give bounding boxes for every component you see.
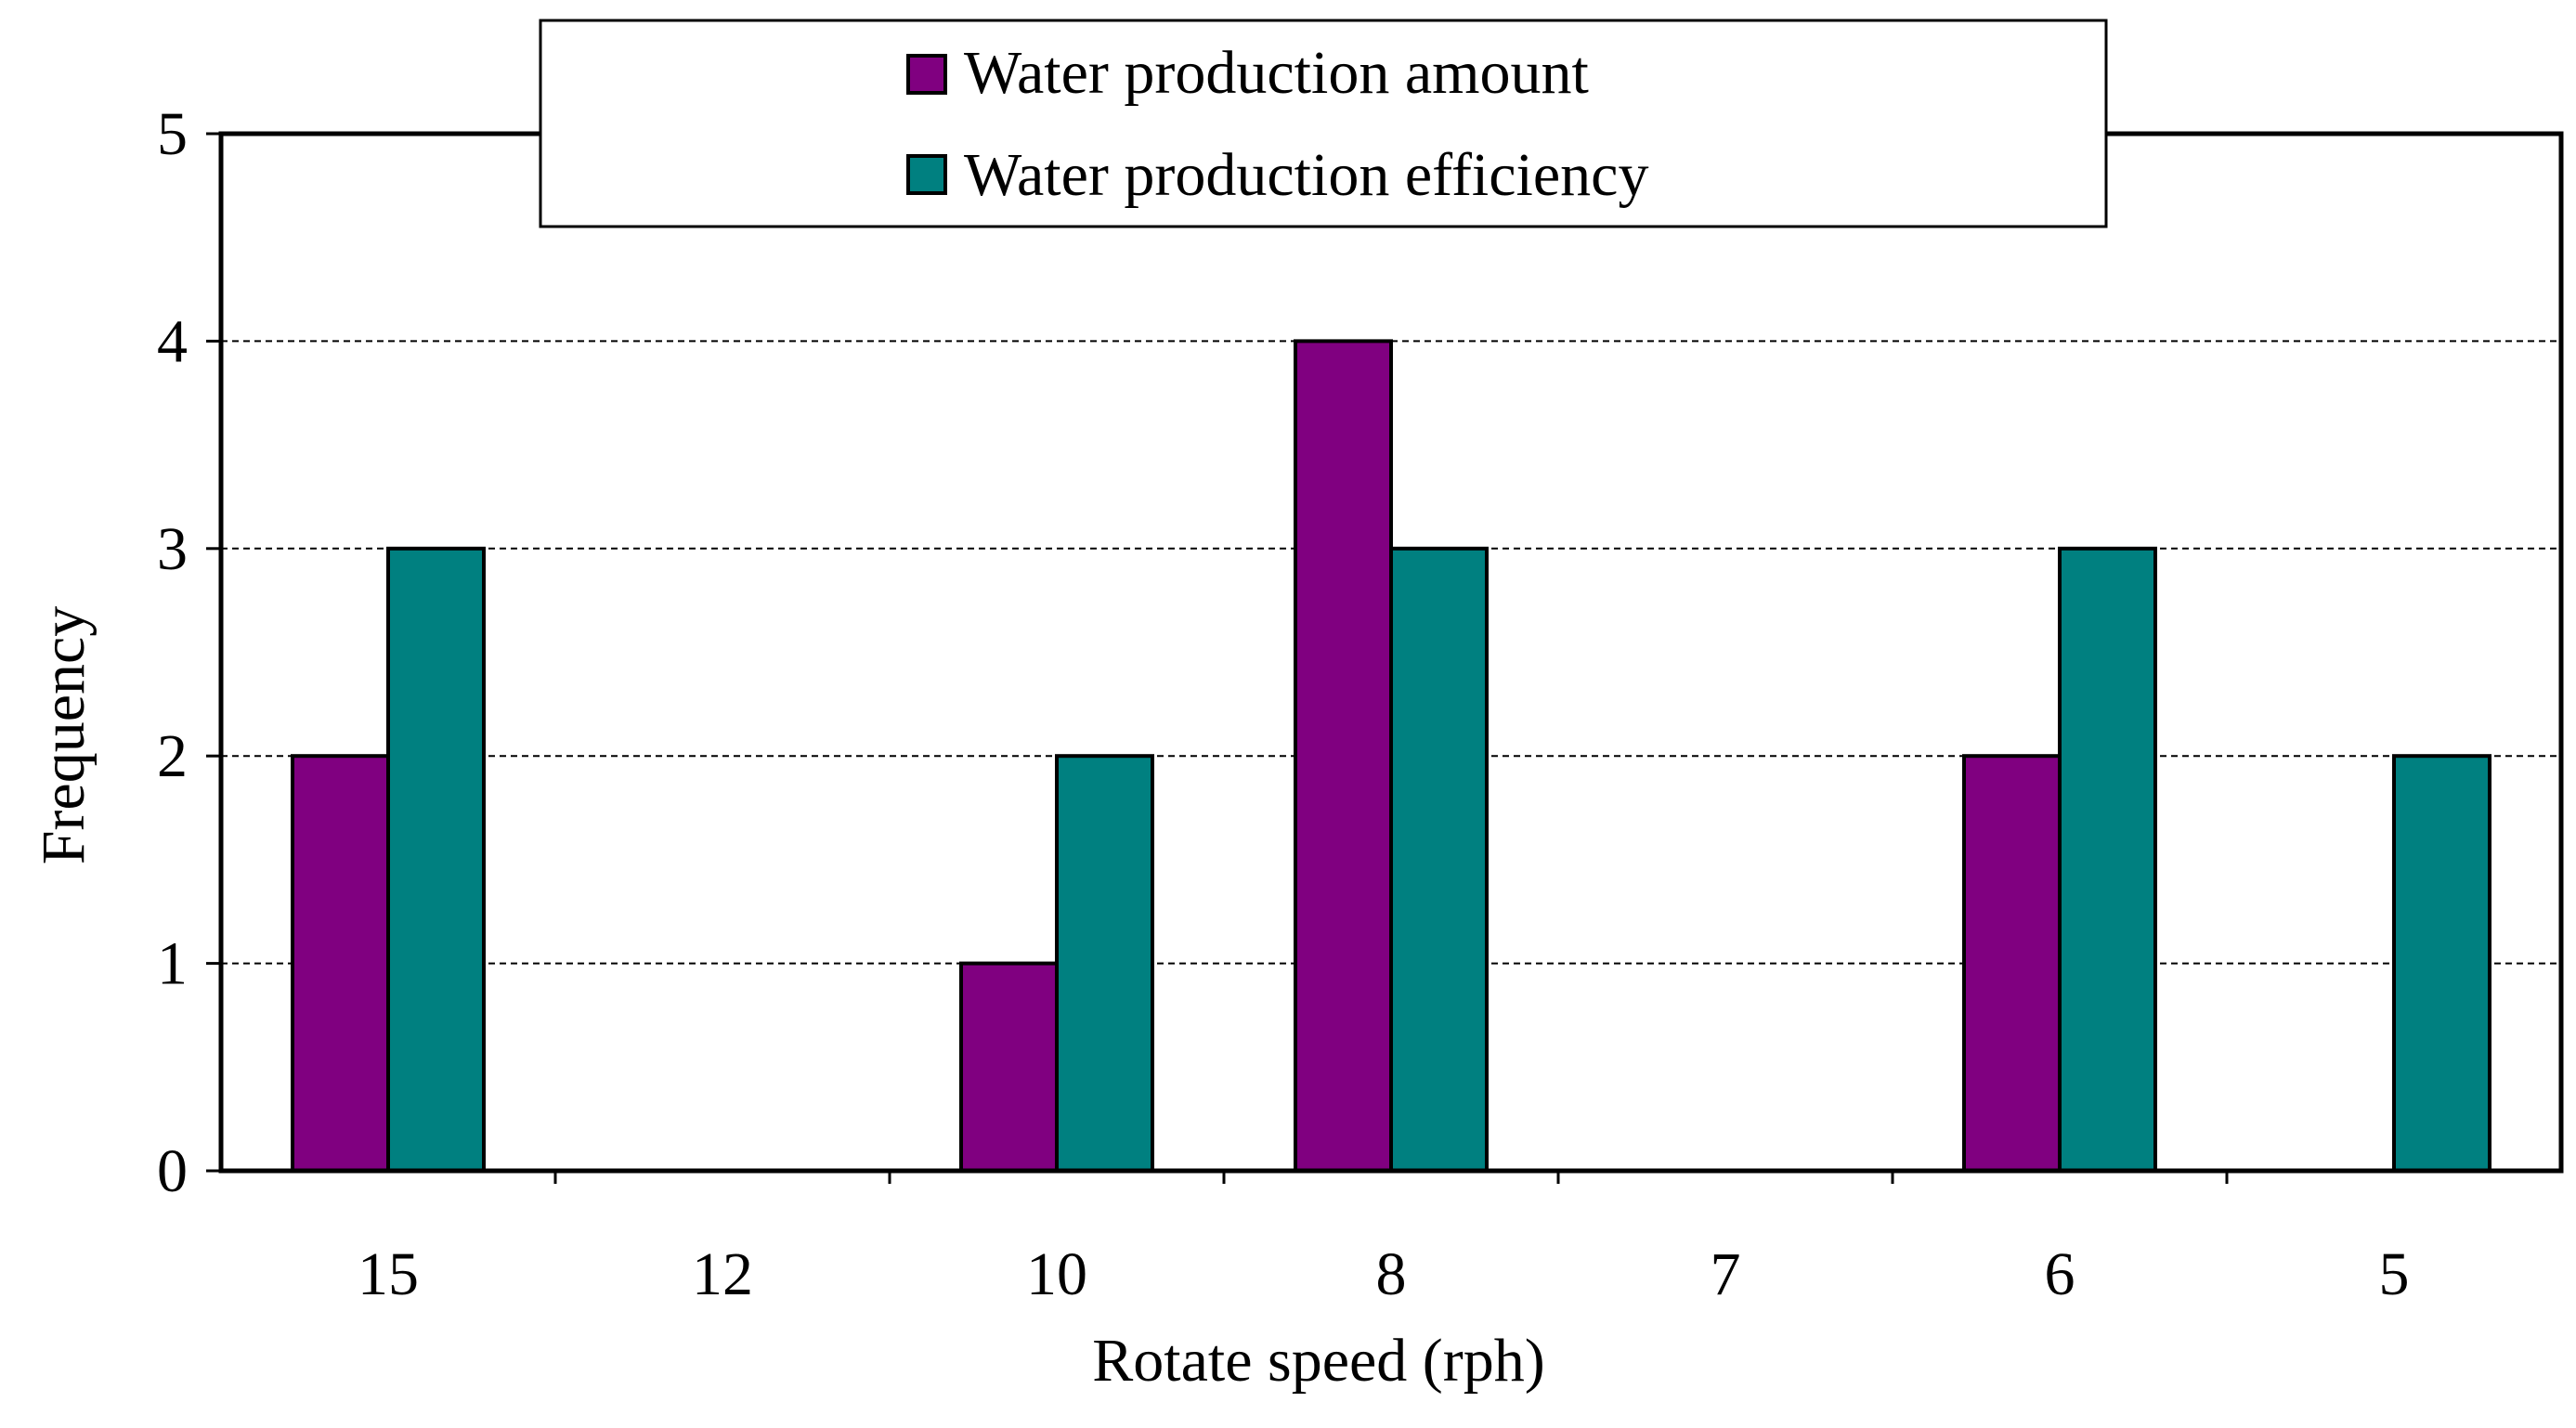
bar-amount-10 (959, 961, 1059, 1173)
y-tick-label: 5 (157, 100, 188, 168)
y-tick-label: 4 (157, 307, 188, 375)
legend-label-efficiency: Water production efficiency (964, 141, 1648, 209)
bar-amount-6 (1962, 754, 2062, 1173)
x-tick-label: 10 (1026, 1240, 1087, 1308)
bar-efficiency-6 (2058, 546, 2157, 1173)
y-tick-label: 1 (157, 930, 188, 998)
legend-box (539, 19, 2108, 228)
legend-swatch-efficiency (906, 154, 947, 195)
y-tick-label: 2 (157, 722, 188, 790)
y-tick-label: 0 (157, 1137, 188, 1205)
y-axis-title: Frequency (30, 606, 98, 865)
y-axis-labels: 0 1 2 3 4 5 (157, 100, 221, 1205)
x-tick-label: 6 (2045, 1240, 2075, 1308)
legend-label-amount: Water production amount (964, 39, 1589, 107)
legend-swatch-amount (906, 54, 947, 95)
x-axis-title: Rotate speed (rph) (1092, 1327, 1545, 1395)
bar-efficiency-15 (386, 546, 486, 1173)
x-tick-label: 15 (358, 1240, 419, 1308)
bar-amount-15 (291, 754, 390, 1173)
x-axis-ticks (553, 1171, 2229, 1184)
x-tick-label: 5 (2379, 1240, 2410, 1308)
y-tick-label: 3 (157, 515, 188, 583)
x-tick-label: 7 (1711, 1240, 1741, 1308)
x-tick-label: 8 (1376, 1240, 1407, 1308)
bar-efficiency-5 (2392, 754, 2491, 1173)
bars (291, 339, 2491, 1173)
bar-amount-8 (1294, 339, 1393, 1173)
x-tick-label: 12 (692, 1240, 753, 1308)
bar-efficiency-8 (1389, 546, 1489, 1173)
x-axis-labels: 15 12 10 8 7 6 5 (358, 1240, 2410, 1308)
bar-efficiency-10 (1055, 754, 1154, 1173)
legend: Water production amount Water production… (539, 19, 2108, 228)
